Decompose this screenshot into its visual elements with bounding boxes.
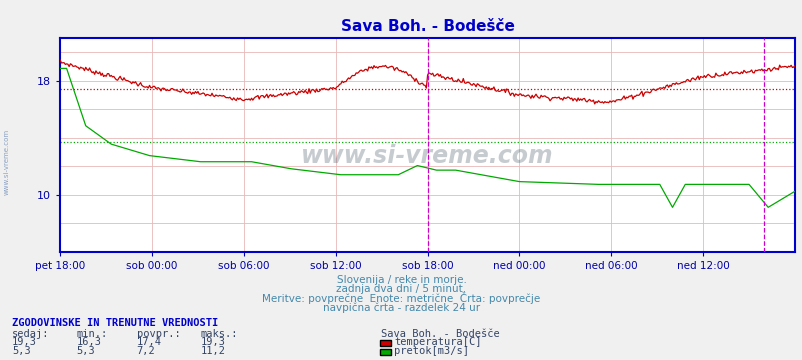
Text: min.:: min.: [76,329,107,339]
Text: sedaj:: sedaj: [12,329,50,339]
Title: Sava Boh. - Bodešče: Sava Boh. - Bodešče [340,19,514,34]
Text: www.si-vreme.com: www.si-vreme.com [301,144,553,168]
Text: navpična črta - razdelek 24 ur: navpična črta - razdelek 24 ur [322,302,480,313]
Text: 16,3: 16,3 [76,337,101,347]
Text: 19,3: 19,3 [200,337,225,347]
Text: povpr.:: povpr.: [136,329,180,339]
Text: 11,2: 11,2 [200,346,225,356]
Text: temperatura[C]: temperatura[C] [394,337,481,347]
Text: 5,3: 5,3 [12,346,30,356]
Text: www.si-vreme.com: www.si-vreme.com [3,129,10,195]
Text: pretok[m3/s]: pretok[m3/s] [394,346,468,356]
Text: 5,3: 5,3 [76,346,95,356]
Text: ZGODOVINSKE IN TRENUTNE VREDNOSTI: ZGODOVINSKE IN TRENUTNE VREDNOSTI [12,318,218,328]
Text: 19,3: 19,3 [12,337,37,347]
Text: 7,2: 7,2 [136,346,155,356]
Text: Sava Boh. - Bodešče: Sava Boh. - Bodešče [381,329,500,339]
Text: Meritve: povprečne  Enote: metrične  Črta: povprečje: Meritve: povprečne Enote: metrične Črta:… [262,292,540,304]
Text: 17,4: 17,4 [136,337,161,347]
Text: Slovenija / reke in morje.: Slovenija / reke in morje. [336,275,466,285]
Text: zadnja dva dni / 5 minut.: zadnja dva dni / 5 minut. [336,284,466,294]
Text: maks.:: maks.: [200,329,238,339]
